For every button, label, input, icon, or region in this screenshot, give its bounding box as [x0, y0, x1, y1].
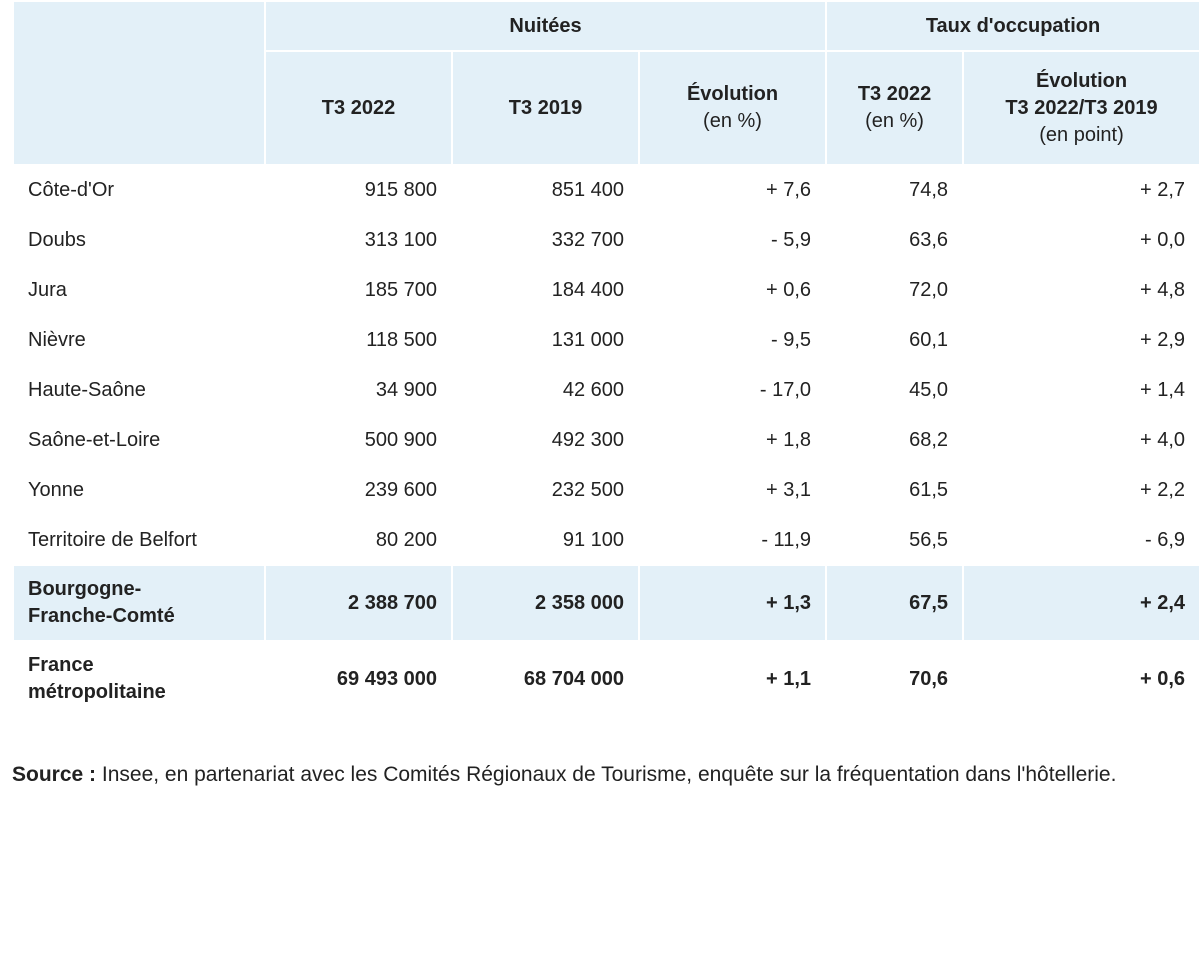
- row-label: Côte-d'Or: [14, 166, 264, 214]
- table-row: Territoire de Belfort80 20091 100- 11,95…: [14, 516, 1199, 564]
- row-label: Francemétropolitaine: [14, 642, 264, 716]
- header-text: T3 2022: [841, 81, 948, 108]
- row-value: 2 358 000: [453, 566, 638, 640]
- row-value: 2 388 700: [266, 566, 451, 640]
- row-value: 492 300: [453, 416, 638, 464]
- row-value: + 7,6: [640, 166, 825, 214]
- table-row: Doubs313 100332 700- 5,963,6+ 0,0: [14, 216, 1199, 264]
- row-value: + 2,4: [964, 566, 1199, 640]
- header-group-taux: Taux d'occupation: [827, 2, 1199, 50]
- row-value: 61,5: [827, 466, 962, 514]
- row-value: 72,0: [827, 266, 962, 314]
- row-value: 68,2: [827, 416, 962, 464]
- row-value: 185 700: [266, 266, 451, 314]
- row-value: + 0,0: [964, 216, 1199, 264]
- table-row: Saône-et-Loire500 900492 300+ 1,868,2+ 4…: [14, 416, 1199, 464]
- row-value: + 2,9: [964, 316, 1199, 364]
- row-value: 67,5: [827, 566, 962, 640]
- row-value: 184 400: [453, 266, 638, 314]
- row-value: 42 600: [453, 366, 638, 414]
- row-value: 313 100: [266, 216, 451, 264]
- row-value: - 11,9: [640, 516, 825, 564]
- row-value: - 9,5: [640, 316, 825, 364]
- header-nuitees-t3-2019: T3 2019: [453, 52, 638, 164]
- row-label: Territoire de Belfort: [14, 516, 264, 564]
- header-blank: [14, 2, 264, 164]
- table-header: Nuitées Taux d'occupation T3 2022 T3 201…: [14, 2, 1199, 164]
- table-row: Jura185 700184 400+ 0,672,0+ 4,8: [14, 266, 1199, 314]
- header-nuitees-t3-2022: T3 2022: [266, 52, 451, 164]
- source-line: Source : Insee, en partenariat avec les …: [12, 760, 1188, 789]
- row-value: 131 000: [453, 316, 638, 364]
- row-value: - 17,0: [640, 366, 825, 414]
- table-row: Côte-d'Or915 800851 400+ 7,674,8+ 2,7: [14, 166, 1199, 214]
- table-row: Nièvre118 500131 000- 9,560,1+ 2,9: [14, 316, 1199, 364]
- row-value: 68 704 000: [453, 642, 638, 716]
- row-value: + 0,6: [964, 642, 1199, 716]
- row-value: + 1,1: [640, 642, 825, 716]
- row-value: + 4,0: [964, 416, 1199, 464]
- row-value: + 2,2: [964, 466, 1199, 514]
- header-text: T3 2022/T3 2019: [978, 95, 1185, 122]
- header-text: T3 2022: [280, 95, 437, 122]
- row-value: 56,5: [827, 516, 962, 564]
- header-text: Évolution: [654, 81, 811, 108]
- row-value: - 6,9: [964, 516, 1199, 564]
- row-label: Jura: [14, 266, 264, 314]
- row-value: + 1,8: [640, 416, 825, 464]
- row-value: + 1,3: [640, 566, 825, 640]
- tourism-table: Nuitées Taux d'occupation T3 2022 T3 201…: [12, 0, 1200, 718]
- row-value: + 4,8: [964, 266, 1199, 314]
- header-taux-t3-2022: T3 2022 (en %): [827, 52, 962, 164]
- table-body: Côte-d'Or915 800851 400+ 7,674,8+ 2,7Dou…: [14, 166, 1199, 716]
- row-value: 232 500: [453, 466, 638, 514]
- row-value: 34 900: [266, 366, 451, 414]
- row-value: 60,1: [827, 316, 962, 364]
- header-nuitees-evolution: Évolution (en %): [640, 52, 825, 164]
- row-value: 239 600: [266, 466, 451, 514]
- header-note: (en %): [654, 108, 811, 135]
- row-value: 69 493 000: [266, 642, 451, 716]
- row-value: 118 500: [266, 316, 451, 364]
- row-value: 63,6: [827, 216, 962, 264]
- row-value: 45,0: [827, 366, 962, 414]
- table-row: Yonne239 600232 500+ 3,161,5+ 2,2: [14, 466, 1199, 514]
- source-label: Source :: [12, 763, 96, 786]
- row-value: 74,8: [827, 166, 962, 214]
- row-value: 80 200: [266, 516, 451, 564]
- source-text: Insee, en partenariat avec les Comités R…: [102, 763, 1117, 786]
- row-label: Yonne: [14, 466, 264, 514]
- table-row: Bourgogne-Franche-Comté2 388 7002 358 00…: [14, 566, 1199, 640]
- header-note: (en %): [841, 108, 948, 135]
- row-value: 332 700: [453, 216, 638, 264]
- row-value: 915 800: [266, 166, 451, 214]
- table-row: Haute-Saône34 90042 600- 17,045,0+ 1,4: [14, 366, 1199, 414]
- row-value: 851 400: [453, 166, 638, 214]
- row-value: + 3,1: [640, 466, 825, 514]
- row-label: Doubs: [14, 216, 264, 264]
- header-taux-evolution: Évolution T3 2022/T3 2019 (en point): [964, 52, 1199, 164]
- row-value: + 2,7: [964, 166, 1199, 214]
- header-group-nuitees: Nuitées: [266, 2, 825, 50]
- row-label: Saône-et-Loire: [14, 416, 264, 464]
- row-value: 91 100: [453, 516, 638, 564]
- header-text: Évolution: [978, 68, 1185, 95]
- row-label: Bourgogne-Franche-Comté: [14, 566, 264, 640]
- row-value: - 5,9: [640, 216, 825, 264]
- row-value: 70,6: [827, 642, 962, 716]
- header-text: T3 2019: [467, 95, 624, 122]
- row-value: + 0,6: [640, 266, 825, 314]
- row-value: + 1,4: [964, 366, 1199, 414]
- table-row: Francemétropolitaine69 493 00068 704 000…: [14, 642, 1199, 716]
- row-value: 500 900: [266, 416, 451, 464]
- row-label: Haute-Saône: [14, 366, 264, 414]
- row-label: Nièvre: [14, 316, 264, 364]
- header-note: (en point): [978, 122, 1185, 149]
